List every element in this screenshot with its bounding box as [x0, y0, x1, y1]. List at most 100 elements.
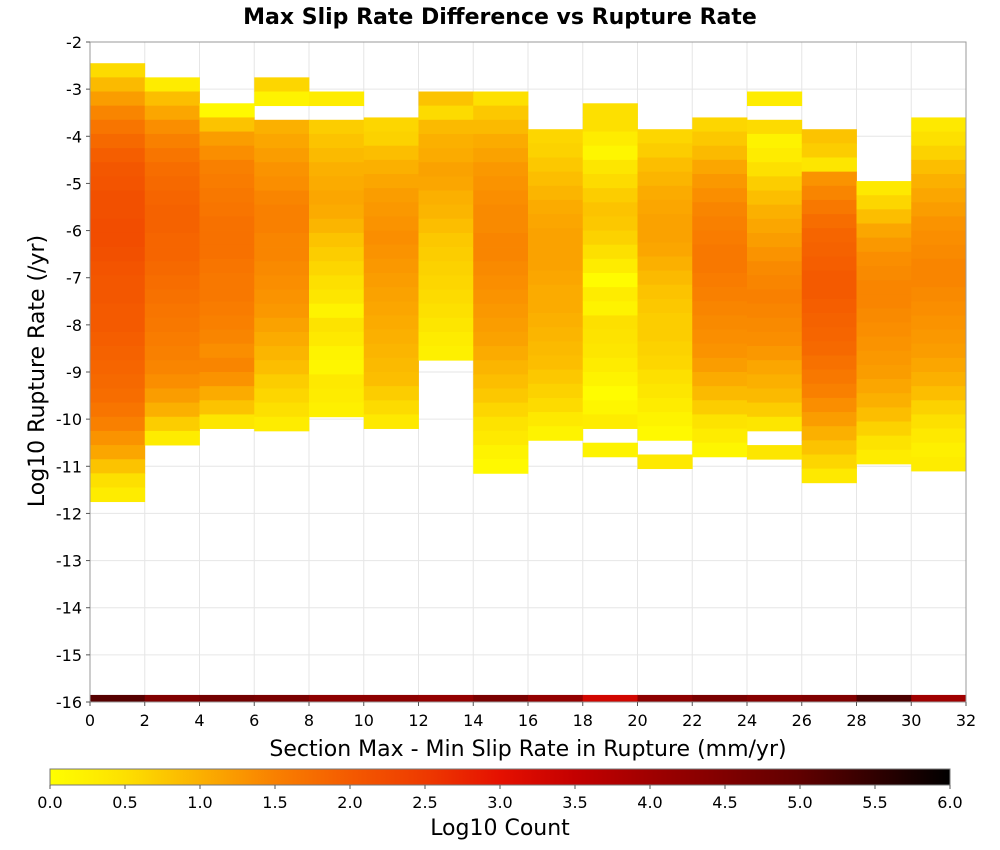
heatmap-cell: [199, 174, 255, 189]
heatmap-cell: [747, 416, 803, 432]
heatmap-cell: [637, 341, 693, 356]
heatmap-cell: [528, 228, 584, 243]
heatmap-cell: [418, 261, 474, 276]
heatmap-cell: [418, 105, 474, 121]
y-tick-label: -6: [66, 222, 82, 241]
heatmap-cell: [199, 301, 255, 316]
heatmap-cell: [911, 230, 967, 246]
heatmap-cell: [199, 117, 255, 132]
heatmap-cell: [309, 162, 365, 177]
heatmap-cell: [801, 171, 857, 187]
heatmap-cell: [911, 386, 967, 401]
heatmap-cell: [144, 374, 200, 389]
y-tick-label: -8: [66, 316, 82, 335]
heatmap-cell: [90, 119, 146, 135]
x-tick-label: 24: [737, 711, 757, 730]
heatmap-cell: [692, 343, 748, 359]
heatmap-cell: [144, 176, 200, 191]
heatmap-cell: [473, 402, 529, 418]
heatmap-cell: [418, 346, 474, 361]
heatmap-cell: [473, 247, 529, 262]
heatmap-cell: [801, 185, 857, 201]
heatmap-cell: [254, 133, 310, 149]
colorbar-tick-label: 4.0: [637, 793, 662, 812]
heatmap-cell: [637, 228, 693, 243]
heatmap-cell: [582, 202, 638, 217]
heatmap-cell: [473, 91, 529, 107]
y-tick-label: -12: [56, 504, 82, 523]
heatmap-cell: [90, 402, 146, 418]
heatmap-cell: [582, 230, 638, 246]
heatmap-cell: [473, 317, 529, 333]
heatmap-cell: [418, 190, 474, 206]
heatmap-cell: [254, 176, 310, 191]
heatmap-cell: [254, 331, 310, 347]
heatmap-cell: [637, 129, 693, 144]
heatmap-cell: [528, 214, 584, 229]
heatmap-cell: [692, 400, 748, 415]
heatmap-cell: [90, 416, 146, 432]
heatmap-cell: [254, 91, 310, 107]
heatmap-cell: [144, 275, 200, 290]
heatmap-cell: [144, 162, 200, 177]
heatmap-cell: [911, 343, 967, 359]
heatmap-cell: [911, 357, 967, 373]
heatmap-cell: [801, 298, 857, 314]
heatmap-cell: [254, 247, 310, 262]
heatmap-cell: [418, 176, 474, 191]
colorbar-label: Log10 Count: [430, 816, 570, 841]
x-tick-label: 18: [573, 711, 593, 730]
heatmap-cell: [856, 280, 912, 295]
colorbar-tick-label: 4.5: [712, 793, 737, 812]
heatmap-cell: [418, 162, 474, 177]
x-axis-ticks: 0 2 4 6 8 10 12 14 16 18 20 22 24 26 28 30 32: [85, 702, 976, 730]
heatmap-cell: [473, 275, 529, 290]
heatmap-cell-bottom-row: [144, 694, 200, 702]
heatmap-cell: [418, 119, 474, 135]
heatmap-cell: [309, 247, 365, 262]
colorbar-ticks: 0.0 0.5 1.0 1.5 2.0 2.5 3.0 3.5 4.0 4.5 5.0 5.5 6.0: [37, 785, 963, 812]
heatmap-cell: [856, 251, 912, 267]
heatmap-cell: [582, 273, 638, 288]
heatmap-cell: [473, 388, 529, 404]
heatmap-cell: [911, 442, 967, 458]
heatmap-cell: [801, 412, 857, 427]
heatmap-cell: [418, 303, 474, 319]
heatmap-cell: [144, 91, 200, 107]
heatmap-cell-bottom-row: [309, 694, 365, 702]
heatmap-cell: [473, 416, 529, 432]
heatmap-cell: [801, 228, 857, 243]
heatmap-cell: [801, 143, 857, 158]
heatmap-cell: [801, 242, 857, 257]
heatmap-cell: [582, 244, 638, 260]
heatmap-cell: [363, 315, 419, 330]
heatmap-cell: [144, 402, 200, 418]
heatmap-cell: [528, 199, 584, 215]
heatmap-cell: [254, 388, 310, 404]
heatmap-cell: [473, 218, 529, 234]
heatmap-cell: [144, 204, 200, 220]
y-tick-label: -16: [56, 693, 82, 712]
heatmap-cell: [692, 202, 748, 217]
heatmap-cell: [309, 218, 365, 234]
heatmap-cell: [254, 303, 310, 319]
heatmap-cell: [473, 119, 529, 135]
heatmap-cell: [692, 273, 748, 288]
heatmap-cell: [528, 143, 584, 158]
heatmap-cell-bottom-row: [747, 694, 803, 702]
heatmap-cell: [144, 133, 200, 149]
heatmap-cell: [692, 287, 748, 302]
heatmap-cell: [801, 214, 857, 229]
colorbar-tick-label: 0.0: [37, 793, 62, 812]
heatmap-cell: [90, 148, 146, 163]
x-tick-label: 30: [901, 711, 921, 730]
heatmap-cell: [144, 416, 200, 432]
heatmap-cell: [582, 386, 638, 401]
heatmap-cell: [637, 298, 693, 314]
heatmap-cell: [747, 402, 803, 418]
heatmap-cell: [90, 218, 146, 234]
heatmap-cell: [254, 360, 310, 375]
colorbar-tick-label: 6.0: [937, 793, 962, 812]
heatmap-cell: [637, 185, 693, 201]
heatmap-cell: [528, 298, 584, 314]
